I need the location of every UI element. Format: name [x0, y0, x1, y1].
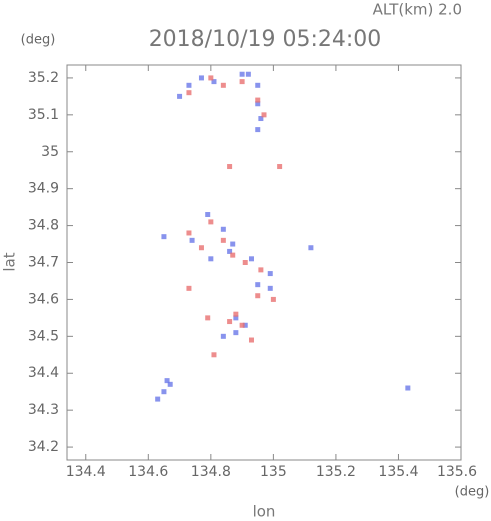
point [239, 71, 245, 77]
y-axis-label: lat [1, 252, 19, 271]
y-tick-label: 34.3 [28, 402, 59, 418]
x-tick-label: 134.8 [191, 464, 231, 480]
point [233, 311, 239, 317]
point [233, 315, 239, 321]
point [208, 75, 214, 81]
point [220, 226, 226, 232]
x-tick-label: 134.6 [128, 464, 168, 480]
point [255, 127, 261, 133]
point [239, 322, 245, 328]
x-tick-label: 134.4 [66, 464, 106, 480]
point [255, 282, 261, 288]
point [155, 396, 161, 402]
x-tick-label: 135 [260, 464, 287, 480]
point [248, 256, 254, 262]
chart-title: 2018/10/19 05:24:00 [149, 27, 382, 52]
point [161, 389, 167, 395]
point [239, 79, 245, 85]
point [211, 79, 217, 85]
point [189, 237, 195, 243]
point [205, 315, 211, 321]
y-tick-label: 34.6 [28, 291, 59, 307]
point [255, 101, 261, 107]
point [205, 212, 211, 218]
point [258, 116, 264, 122]
point [208, 219, 214, 225]
point [242, 260, 248, 265]
point [248, 337, 254, 343]
y-tick-label: 34.2 [28, 439, 59, 455]
point [405, 385, 411, 391]
point [220, 237, 226, 243]
point [277, 164, 283, 170]
plot-frame [66, 64, 462, 461]
y-tick-label: 35.2 [28, 70, 59, 86]
point [255, 82, 261, 88]
point [267, 271, 273, 277]
point [198, 245, 204, 251]
point [167, 381, 173, 387]
point [220, 82, 226, 88]
point [227, 164, 233, 170]
point [261, 112, 267, 118]
point [267, 285, 273, 291]
x-axis-label: lon [253, 503, 276, 521]
x-tick-label: 135.6 [437, 464, 477, 480]
point [308, 245, 314, 251]
point [161, 234, 167, 240]
point [208, 256, 214, 262]
y-tick-label: 34.5 [28, 328, 59, 344]
point [245, 71, 251, 77]
point [186, 82, 192, 88]
y-tick-label: 34.9 [28, 181, 59, 197]
point [233, 330, 239, 336]
point [227, 319, 233, 325]
y-tick-label: 35.1 [28, 107, 59, 123]
point [230, 252, 236, 258]
point [164, 378, 170, 384]
point [186, 230, 192, 236]
y-tick-label: 34.7 [28, 255, 59, 271]
point [211, 352, 217, 358]
y-tick-label: 34.8 [28, 218, 59, 234]
point [186, 285, 192, 291]
point [230, 241, 236, 247]
point [270, 296, 276, 302]
point [177, 93, 183, 99]
x-tick-label: 135.4 [378, 464, 418, 480]
y-unit: (deg) [21, 33, 56, 48]
point [186, 90, 192, 96]
point [242, 322, 248, 328]
point [258, 267, 264, 273]
y-tick-label: 35 [41, 144, 59, 160]
x-tick-label: 135.2 [316, 464, 356, 480]
point [227, 248, 233, 254]
y-tick-label: 34.4 [28, 365, 59, 381]
point [220, 333, 226, 339]
x-unit: (deg) [455, 485, 490, 500]
point [255, 97, 261, 103]
point [198, 75, 204, 81]
chart-subtitle: ALT(km) 2.0 [373, 1, 462, 19]
point [255, 293, 261, 299]
